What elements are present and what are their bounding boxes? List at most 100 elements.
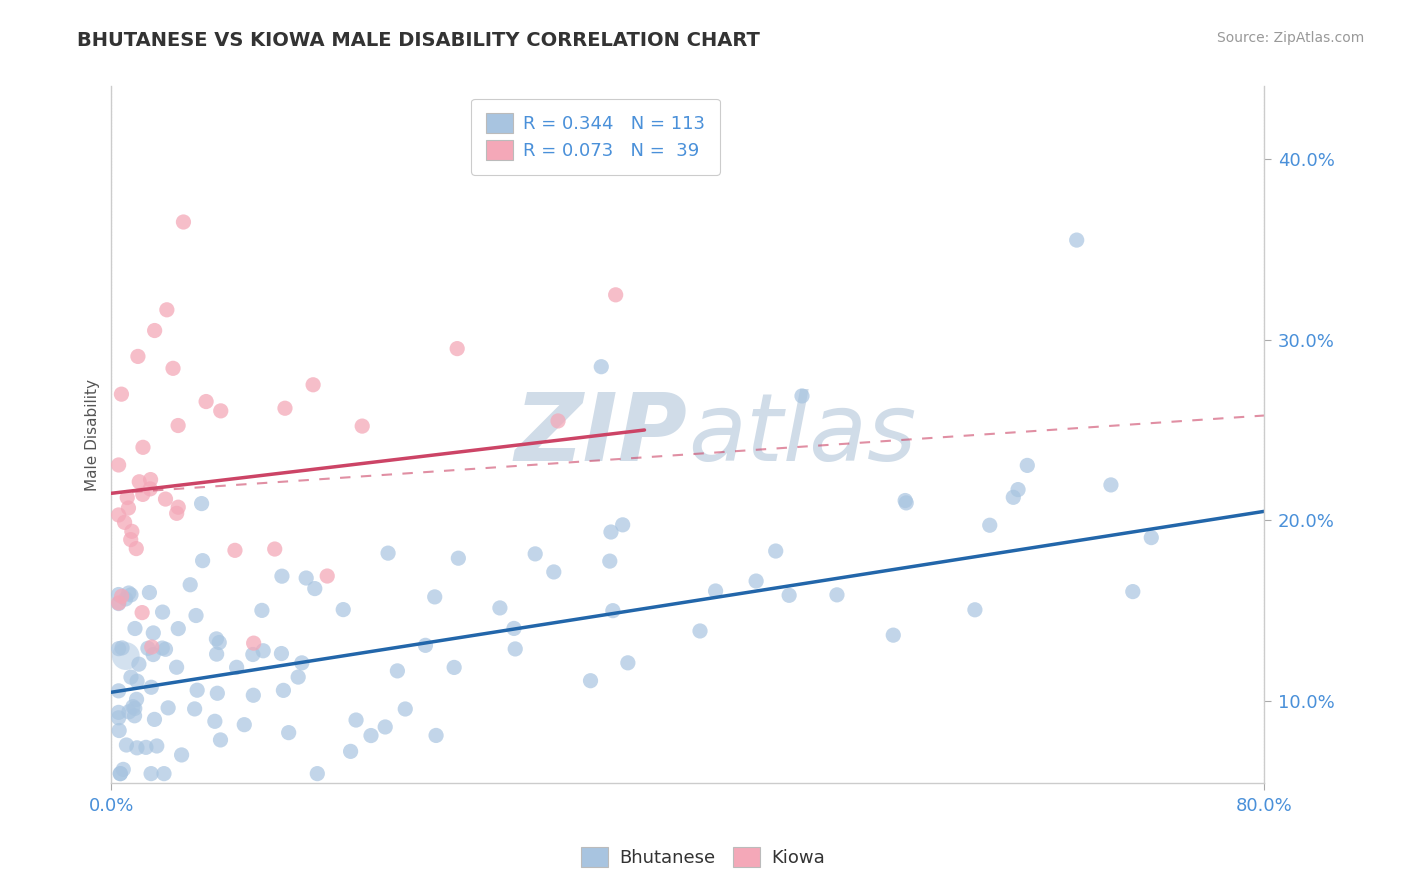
Point [489, 601, 512, 615]
Text: Source: ZipAtlas.com: Source: ZipAtlas.com [1216, 31, 1364, 45]
Point [332, 602, 354, 616]
Point [224, 543, 246, 558]
Point [139, 473, 162, 487]
Point [143, 324, 166, 338]
Point [115, 491, 138, 505]
Point [277, 725, 299, 739]
Point [524, 547, 547, 561]
Point [352, 419, 374, 434]
Point [136, 641, 159, 656]
Point [167, 622, 190, 636]
Point [125, 674, 148, 689]
Point [107, 588, 129, 602]
Point [233, 717, 256, 731]
Point [120, 588, 142, 602]
Point [107, 597, 129, 611]
Point [316, 569, 339, 583]
Point [155, 642, 177, 657]
Point [128, 475, 150, 489]
Point [108, 723, 131, 738]
Point [143, 712, 166, 726]
Point [374, 720, 396, 734]
Point [599, 554, 621, 568]
Point [132, 487, 155, 501]
Legend: R = 0.344   N = 113, R = 0.073   N =  39: R = 0.344 N = 113, R = 0.073 N = 39 [471, 99, 720, 175]
Point [107, 711, 129, 725]
Point [270, 647, 292, 661]
Point [503, 622, 526, 636]
Point [209, 733, 232, 747]
Point [141, 640, 163, 654]
Point [1122, 584, 1144, 599]
Point [124, 622, 146, 636]
Point [114, 516, 136, 530]
Point [142, 648, 165, 662]
Point [617, 656, 640, 670]
Point [274, 401, 297, 416]
Point [111, 640, 134, 655]
Point [141, 680, 163, 694]
Point [125, 541, 148, 556]
Point [110, 766, 132, 780]
Point [125, 740, 148, 755]
Point [778, 588, 800, 602]
Point [882, 628, 904, 642]
Text: atlas: atlas [688, 389, 915, 480]
Point [122, 699, 145, 714]
Point [153, 766, 176, 780]
Point [167, 500, 190, 515]
Point [1017, 458, 1039, 473]
Point [1140, 531, 1163, 545]
Point [179, 578, 201, 592]
Y-axis label: Male Disability: Male Disability [86, 378, 100, 491]
Point [704, 584, 727, 599]
Legend: Bhutanese, Kiowa: Bhutanese, Kiowa [574, 839, 832, 874]
Point [110, 766, 132, 780]
Point [205, 632, 228, 646]
Point [377, 546, 399, 560]
Point [602, 604, 624, 618]
Point [415, 638, 437, 652]
Point [208, 635, 231, 649]
Point [115, 738, 138, 752]
Point [107, 596, 129, 610]
Point [184, 608, 207, 623]
Point [107, 458, 129, 472]
Point [252, 644, 274, 658]
Point [745, 574, 768, 588]
Point [250, 603, 273, 617]
Point [131, 606, 153, 620]
Point [1066, 233, 1088, 247]
Point [304, 582, 326, 596]
Point [166, 660, 188, 674]
Point [263, 542, 285, 557]
Point [242, 636, 264, 650]
Point [242, 648, 264, 662]
Point [139, 482, 162, 496]
Point [110, 387, 132, 401]
Point [605, 288, 627, 302]
Point [207, 686, 229, 700]
Point [118, 586, 141, 600]
Point [146, 739, 169, 753]
Point [138, 585, 160, 599]
Point [963, 603, 986, 617]
Point [591, 359, 613, 374]
Point [225, 660, 247, 674]
Text: BHUTANESE VS KIOWA MALE DISABILITY CORRELATION CHART: BHUTANESE VS KIOWA MALE DISABILITY CORRE… [77, 31, 761, 50]
Point [600, 524, 623, 539]
Point [307, 766, 329, 780]
Point [120, 670, 142, 684]
Point [114, 591, 136, 606]
Point [896, 496, 918, 510]
Point [111, 589, 134, 603]
Point [162, 361, 184, 376]
Text: ZIP: ZIP [515, 389, 688, 481]
Point [114, 649, 136, 664]
Point [139, 766, 162, 780]
Point [689, 624, 711, 638]
Point [271, 569, 294, 583]
Point [107, 683, 129, 698]
Point [204, 714, 226, 729]
Point [156, 302, 179, 317]
